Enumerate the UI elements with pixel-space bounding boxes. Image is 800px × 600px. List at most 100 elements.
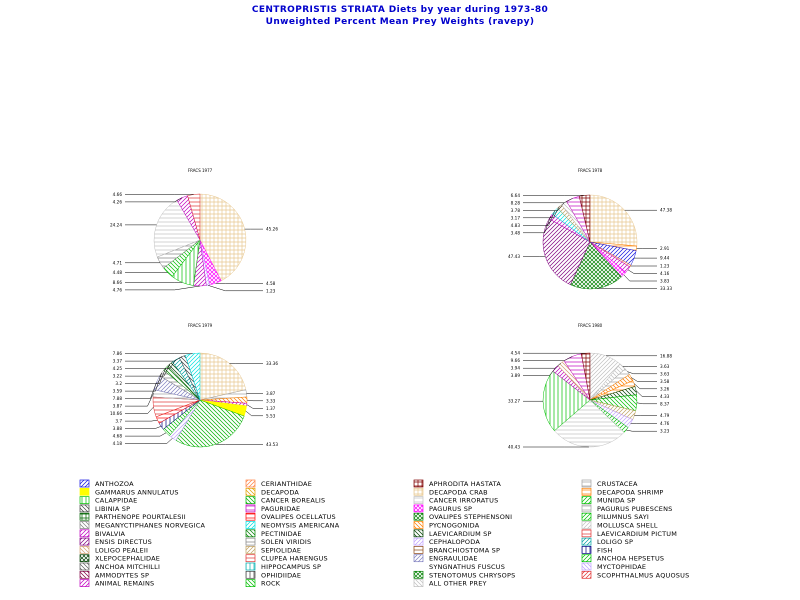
pie-slice-ovalipes-stephensoni xyxy=(570,241,622,290)
slice-label: 3.94 xyxy=(511,366,521,371)
leader-line xyxy=(523,202,565,211)
slice-label: 3.63 xyxy=(660,364,670,369)
legend-swatch xyxy=(245,579,256,587)
slice-label: 3.59 xyxy=(113,389,123,394)
legend-swatch xyxy=(581,487,592,496)
leader-line xyxy=(636,402,657,405)
legend-label: APHRODITA HASTATA xyxy=(429,480,501,488)
legend-label: MOLLUSCA SHELL xyxy=(597,522,658,530)
legend-label: OVALIPES STEPHENSONI xyxy=(429,513,512,521)
slice-label: 4.76 xyxy=(660,421,670,426)
slice-label: 3.7 xyxy=(115,419,122,424)
slice-label: 3.87 xyxy=(266,391,276,396)
leader-line xyxy=(523,356,573,361)
legend-label: PECTINIDAE xyxy=(261,530,302,538)
legend-item-cancer-borealis: CANCER BOREALIS xyxy=(245,496,325,505)
legend-label: DECAPODA xyxy=(261,488,299,496)
slice-label: 5.53 xyxy=(266,413,276,418)
slice-label: 4.58 xyxy=(266,281,276,286)
slice-label: 4.18 xyxy=(113,441,123,446)
legend-swatch xyxy=(79,512,90,521)
legend-item-rock: ROCK xyxy=(245,579,281,588)
pie-chart-2: FRACS 1978 6.64 8.28 3.78 3.17 4.83 3.48 47.43 4… xyxy=(508,168,672,291)
slice-label: 7.88 xyxy=(113,396,123,401)
slice-label: 4.66 xyxy=(113,192,123,197)
slice-label: 3.83 xyxy=(660,279,670,284)
legend-label: LAEVICARDIUM SP xyxy=(429,530,492,538)
legend-item-decapoda-shrimp: DECAPODA SHRIMP xyxy=(581,487,664,496)
legend-swatch xyxy=(245,512,256,521)
slice-label: 4.48 xyxy=(113,270,123,275)
slice-label: 47.38 xyxy=(660,208,672,213)
legend-item-neomysis-americana: NEOMYSIS AMERICANA xyxy=(245,521,340,530)
slice-label: 33.36 xyxy=(266,361,278,366)
legend-swatch xyxy=(79,562,90,571)
legend-swatch xyxy=(581,521,592,529)
leader-line xyxy=(125,363,171,377)
legend-label: OVALIPES OCELLATUS xyxy=(261,513,336,521)
legend-item-ensis-directus: ENSIS DIRECTUS xyxy=(79,537,152,546)
legend-swatch xyxy=(79,521,90,529)
legend-swatch xyxy=(245,546,256,554)
legend-label: LIBINIA SP xyxy=(95,505,130,513)
slice-label: 45.26 xyxy=(266,227,278,232)
legend-swatch xyxy=(581,554,592,563)
legend-item-pagurus-sp: PAGURUS SP xyxy=(413,504,472,513)
legend-item-calappidae: CALAPPIDAE xyxy=(79,496,137,505)
leader-line xyxy=(125,382,157,399)
legend-swatch xyxy=(245,554,256,563)
leader-line xyxy=(523,216,551,234)
legend-label: AMMODYTES SP xyxy=(95,571,149,579)
legend-label: DECAPODA SHRIMP xyxy=(597,488,664,496)
legend-swatch xyxy=(79,496,90,504)
leader-line xyxy=(633,383,657,390)
leader-line xyxy=(125,406,154,414)
legend-label: MYCTOPHIDAE xyxy=(597,563,646,571)
legend-swatch xyxy=(79,529,90,538)
legend-item-aphrodita-hastata: APHRODITA HASTATA xyxy=(413,479,501,488)
legend-swatch xyxy=(413,562,424,571)
legend-label: PARTHENOPE POURTALESII xyxy=(95,513,186,521)
legend-swatch xyxy=(413,537,424,546)
pie-title: FRACS 1979 xyxy=(188,323,213,328)
legend-label: CEPHALOPODA xyxy=(429,538,480,546)
legend-label: FISH xyxy=(597,546,612,554)
legend-label: ANCHOA MITCHILLI xyxy=(95,563,160,571)
legend-item-mollusca-shell: MOLLUSCA SHELL xyxy=(581,521,658,530)
legend-item-ovalipes-stephensoni: OVALIPES STEPHENSONI xyxy=(413,512,512,521)
legend-swatch xyxy=(413,554,424,563)
legend-label: SEPIOLIDAE xyxy=(261,546,301,554)
legend-item-anchoa-mitchilli: ANCHOA MITCHILLI xyxy=(79,562,160,571)
legend-item-pectinidae: PECTINIDAE xyxy=(245,529,302,538)
pie-title: FRACS 1978 xyxy=(578,168,603,173)
pie-chart-4: FRACS 1980 4.54 9.66 3.94 3.89 33.27 40.43 16.8… xyxy=(508,323,672,450)
slice-label: 7.86 xyxy=(113,351,123,356)
legend-item-cerianthidae: CERIANTHIDAE xyxy=(245,479,312,488)
leader-line xyxy=(523,368,556,376)
legend-item-syngnathus-fuscus: SYNGNATHUS FUSCUS xyxy=(413,562,505,571)
slice-label: 4.26 xyxy=(113,199,123,204)
slice-label: 3.2 xyxy=(115,381,122,386)
leader-line xyxy=(635,390,657,397)
legend-swatch xyxy=(581,537,592,546)
legend-item-clupea-harengus: CLUPEA HARENGUS xyxy=(245,554,328,563)
legend-item-libinia-sp: LIBINIA SP xyxy=(79,504,130,513)
pie-title: FRACS 1980 xyxy=(578,323,603,328)
pie-slice-laevicardium-pictum xyxy=(187,193,201,241)
slice-label: 9.66 xyxy=(511,358,521,363)
leader-line xyxy=(125,367,166,384)
legend-label: HIPPOCAMPUS SP xyxy=(261,563,321,571)
legend-swatch xyxy=(245,496,256,504)
slice-label: 2.91 xyxy=(660,246,670,251)
legend-swatch xyxy=(413,546,424,554)
legend-item-sepiolidae: SEPIOLIDAE xyxy=(245,546,301,554)
slice-label: 6.64 xyxy=(511,193,521,198)
slice-label: 4.33 xyxy=(660,394,670,399)
legend-swatch xyxy=(245,529,256,538)
legend-swatch xyxy=(245,537,256,546)
legend-swatch xyxy=(581,546,592,554)
legend-item-stenotomus-chrysops: STENOTOMUS CHRYSOPS xyxy=(413,570,515,579)
leader-line xyxy=(125,285,200,291)
